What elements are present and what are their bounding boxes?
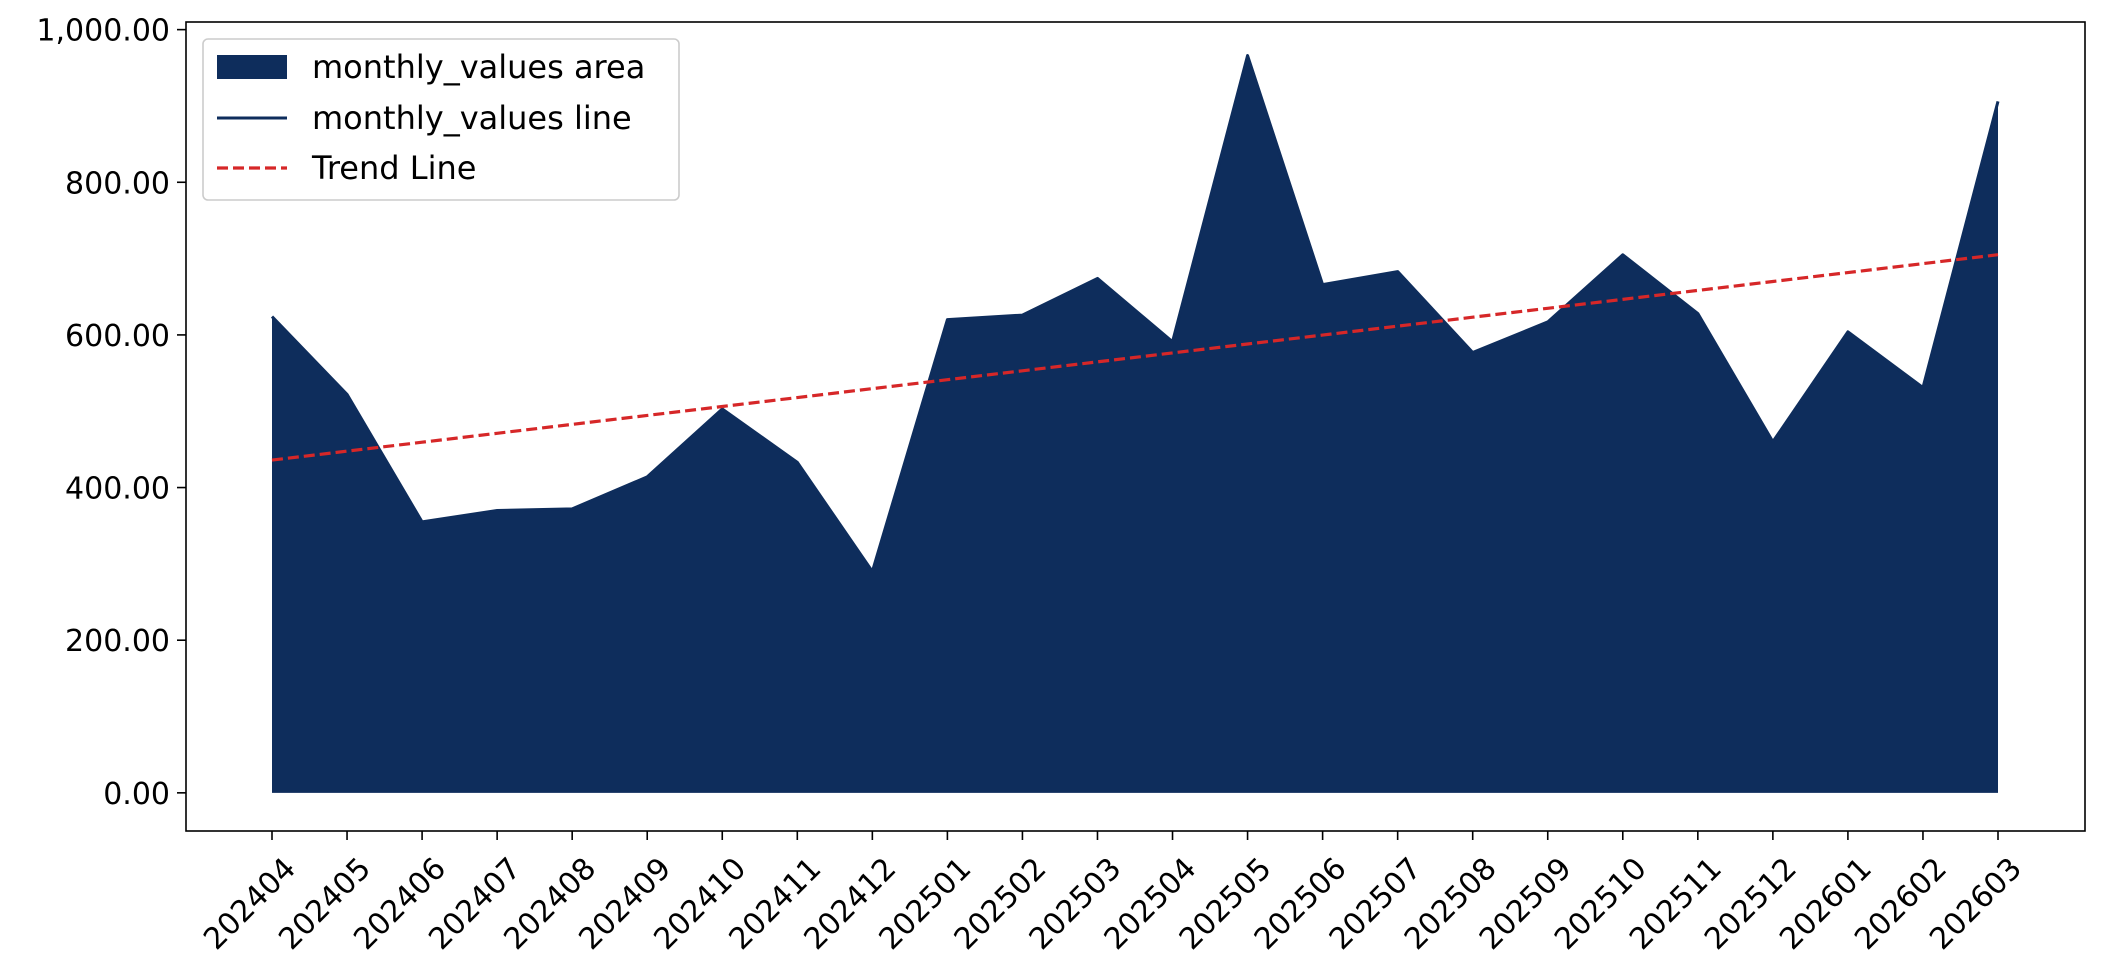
area-layer [272,55,1998,793]
trend-line [271,253,1999,462]
legend-label-line: monthly_values line [312,99,632,137]
y-tick-label: 1,000.00 [36,14,170,49]
area-fill [272,55,1998,793]
series-line [270,54,2000,574]
y-tick-label: 800.00 [65,166,170,201]
legend-label-area: monthly_values area [312,48,645,86]
legend-box [202,38,680,201]
y-axis: 0.00 200.00 400.00 600.00 800.00 1,000.00 [36,14,186,812]
trend-layer [271,253,1999,462]
y-tick-label: 200.00 [65,624,170,659]
line-layer [270,54,2000,574]
y-tick-label: 400.00 [65,472,170,507]
legend-swatch-area [217,55,287,79]
y-tick-label: 0.00 [103,777,170,812]
legend: monthly_values area monthly_values line Tr… [202,38,680,201]
legend-label-trend: Trend Line [311,149,476,187]
plot-frame [185,21,2086,832]
y-tick-label: 600.00 [65,319,170,354]
